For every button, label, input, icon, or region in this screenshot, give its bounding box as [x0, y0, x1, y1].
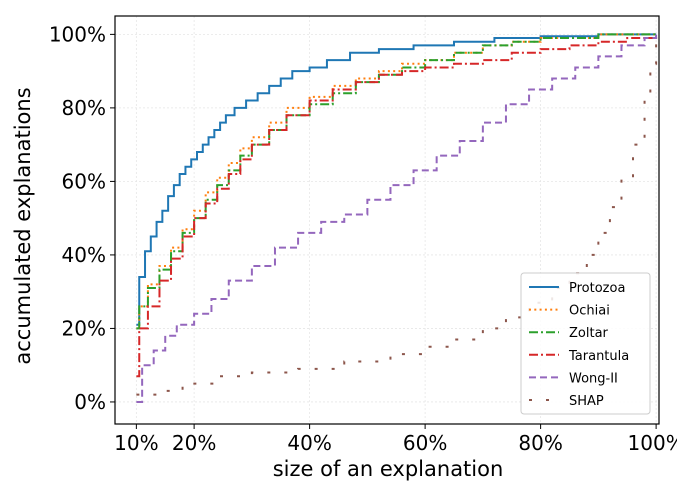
series-line-zoltar [136, 33, 657, 330]
series-line-tarantula [136, 34, 658, 378]
x-tick-label: 60% [403, 431, 447, 455]
plot-frame [114, 15, 660, 425]
axis-ticks: 10% 20% 40% 60% 80% 100% 0% 20% 40% 60% 80% 100% [49, 22, 677, 455]
legend-label: Tarantula [568, 349, 629, 364]
legend-label: Protozoa [569, 281, 625, 296]
x-axis-label: size of an explanation [273, 457, 504, 481]
legend-label: Wong-II [569, 371, 618, 386]
x-tick-label: 40% [287, 431, 331, 455]
legend-label: Zoltar [569, 326, 609, 341]
y-tick-label: 40% [62, 243, 106, 267]
legend-label: Ochiai [569, 304, 610, 319]
legend-box [520, 272, 651, 415]
x-tick-label: 10% [114, 431, 158, 455]
y-axis-label: accumulated explanations [11, 87, 35, 364]
y-tick-label: 100% [49, 22, 106, 46]
series-line-ochiai [136, 33, 657, 330]
y-tick-label: 0% [74, 390, 106, 414]
x-tick-label: 100% [628, 431, 677, 455]
series-line-protozoa [136, 33, 657, 326]
y-tick-label: 60% [62, 169, 106, 193]
series-lines [136, 33, 658, 403]
y-tick-label: 20% [62, 316, 106, 340]
y-tick-label: 80% [62, 96, 106, 120]
legend-label: SHAP [569, 394, 604, 409]
x-tick-label: 80% [518, 431, 562, 455]
legend: Protozoa Ochiai Zoltar Tarantula Wong-II SHAP [520, 272, 651, 415]
series-line-wong-ii [136, 34, 658, 403]
x-tick-label: 20% [172, 431, 216, 455]
